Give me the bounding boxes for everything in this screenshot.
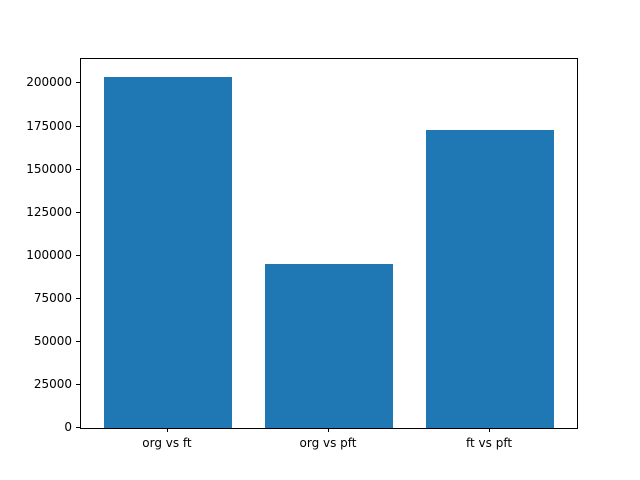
y-tick-label: 0 <box>64 420 72 434</box>
y-tick-mark <box>76 125 80 127</box>
plot-area <box>80 58 578 429</box>
bar-org-vs-pft <box>264 264 394 428</box>
y-tick-mark <box>76 168 80 170</box>
y-tick-label: 100000 <box>26 247 72 262</box>
x-tick-label: org vs ft <box>142 436 192 450</box>
y-tick-mark <box>76 427 80 428</box>
y-tick-label: 150000 <box>26 161 72 176</box>
y-tick-label: 50000 <box>33 333 72 348</box>
x-tick-mark <box>328 428 329 432</box>
bar-ft-vs-pft <box>425 129 555 428</box>
y-tick-label: 75000 <box>33 290 72 305</box>
bar-org-vs-ft <box>103 76 233 428</box>
y-tick-label: 25000 <box>33 376 72 391</box>
x-tick-label: ft vs pft <box>466 436 513 450</box>
x-tick-label: org vs pft <box>299 436 357 450</box>
y-tick-mark <box>76 383 80 385</box>
y-tick-label: 200000 <box>26 75 72 90</box>
x-tick-mark <box>166 428 168 432</box>
y-tick-mark <box>76 340 80 342</box>
y-tick-mark <box>76 211 80 213</box>
y-tick-label: 175000 <box>26 118 72 133</box>
y-tick-label: 125000 <box>26 204 72 219</box>
y-tick-mark <box>76 297 80 299</box>
y-tick-mark <box>76 82 80 84</box>
x-tick-mark <box>489 428 491 432</box>
y-tick-mark <box>76 254 80 256</box>
